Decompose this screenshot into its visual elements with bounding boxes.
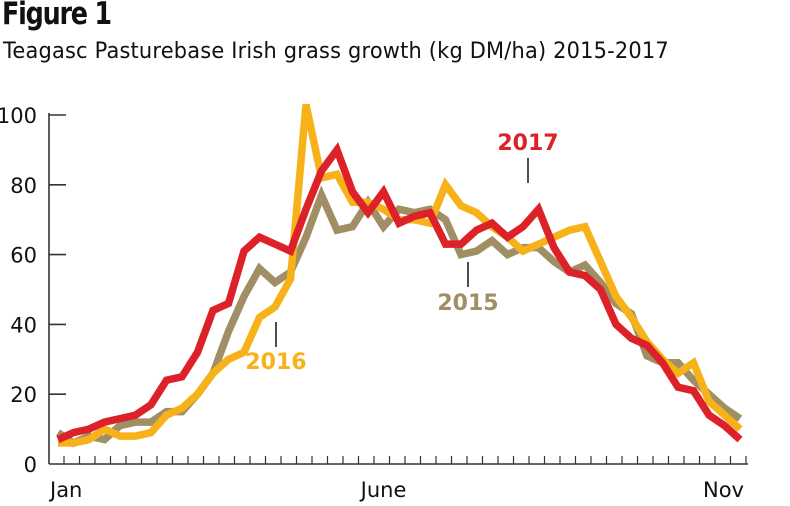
x-axis: Jan June Nov [48,456,748,502]
y-tick-label: 100 [0,104,37,128]
series-layer [55,103,743,448]
figure-title: Figure 1 [2,0,112,32]
y-tick-label: 40 [10,313,37,337]
series-label-2017: 2017 [497,131,558,156]
y-tick-label: 60 [10,244,37,268]
series-label-2015: 2015 [437,291,498,316]
x-tick-label: June [359,478,407,502]
x-tick-label: Nov [703,478,744,502]
x-tick-label: Jan [48,478,82,502]
y-tick-label: 20 [10,383,37,407]
series-line-2017 [56,142,743,443]
series-labels: 2015 2016 2017 [245,131,558,375]
figure-subtitle: Teagasc Pasturebase Irish grass growth (… [3,38,669,64]
series-label-2016: 2016 [245,350,306,375]
y-tick-label: 0 [24,453,37,477]
series-line-2015 [55,185,743,448]
y-axis: 0 20 40 60 80 100 [0,104,66,477]
y-tick-label: 80 [10,174,37,198]
